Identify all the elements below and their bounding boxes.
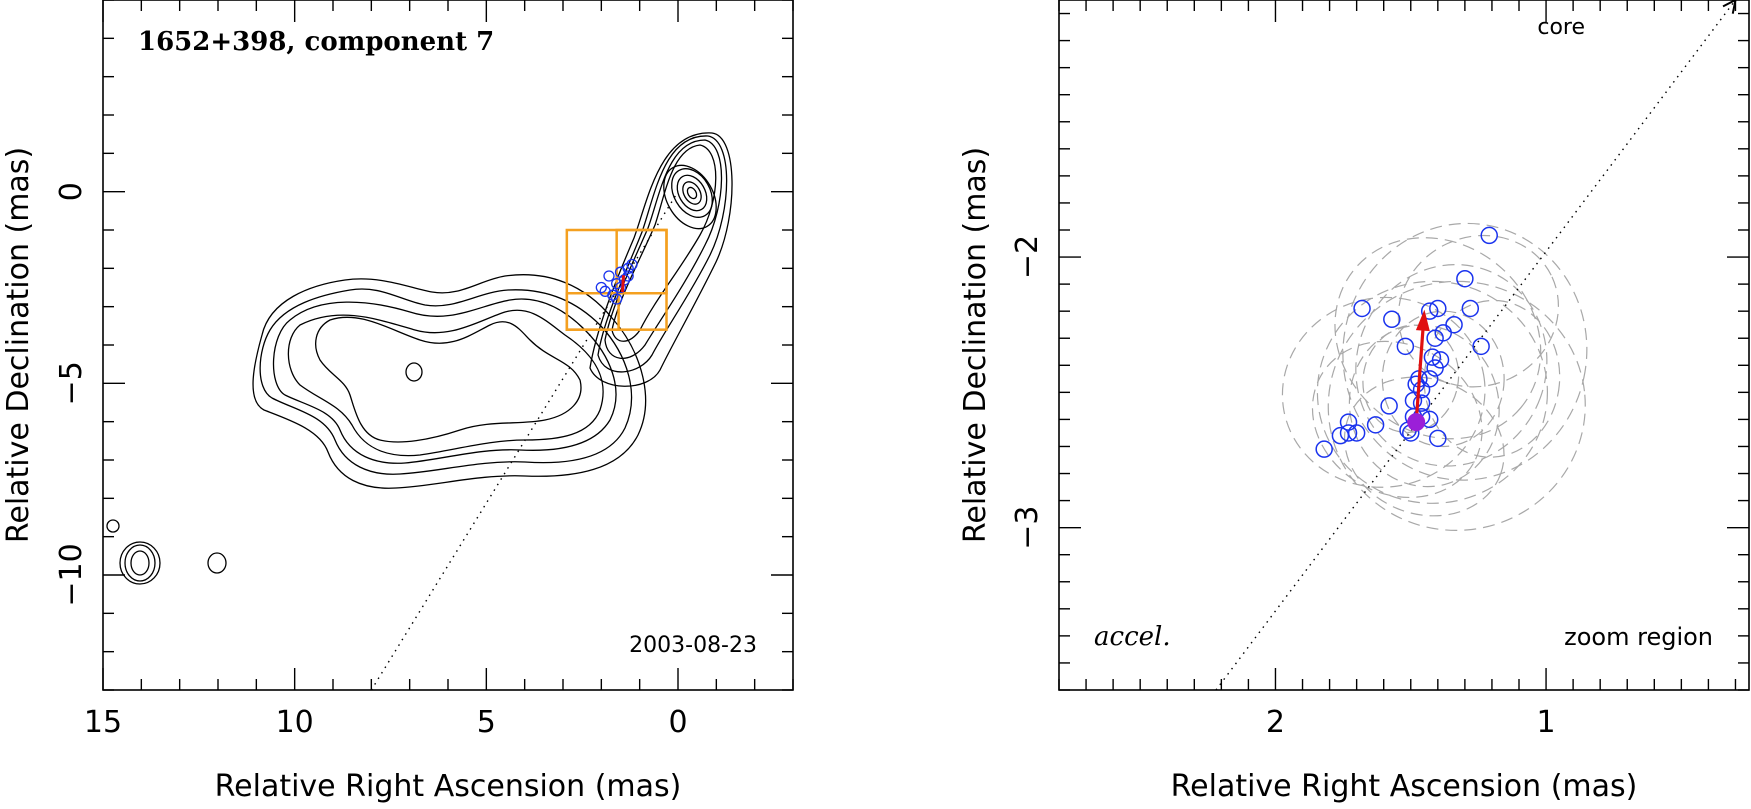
jet-contour: [611, 144, 717, 342]
x-tick-label: 10: [276, 705, 314, 740]
x-tick-label: 0: [668, 705, 687, 740]
beam-ellipse: [1316, 280, 1549, 504]
component-point: [607, 289, 619, 301]
zoom-region-label: zoom region: [1564, 623, 1713, 651]
component-point: [1456, 269, 1474, 288]
right-tick-labels: 2 1 −2 −3: [1010, 235, 1556, 740]
island-contour: [130, 550, 150, 576]
component-point: [1353, 299, 1371, 318]
core-contour: [686, 186, 698, 200]
left-axis-ticks: [102, 0, 794, 691]
component-point: [611, 293, 623, 305]
component-point: [1315, 440, 1333, 458]
island-contour: [124, 544, 156, 582]
core-direction-line: [370, 191, 679, 691]
right-y-axis-label: Relative Declination (mas): [958, 147, 993, 543]
right-panel: core accel. zoom region 2 1 −2 −3 Relative …: [958, 0, 1750, 804]
component-point: [1426, 359, 1444, 377]
y-tick-label: −2: [1010, 235, 1045, 279]
left-tick-labels: 15 10 5 0 0 −5 −10: [54, 182, 688, 740]
jet-contour: [287, 309, 604, 457]
beam-ellipse: [1281, 296, 1486, 488]
component-point: [1445, 315, 1463, 334]
component-point: [1339, 424, 1358, 442]
jet-contour: [604, 139, 723, 360]
component-point: [595, 281, 607, 294]
epoch-date: 2003-08-23: [629, 633, 757, 658]
accel-label: accel.: [1094, 622, 1171, 652]
source-title: 1652+398, component 7: [138, 27, 494, 57]
beam-ellipse: [1348, 324, 1500, 488]
x-tick-label: 1: [1537, 705, 1556, 740]
velocity-arrow: [1414, 323, 1426, 423]
jet-contours: [106, 132, 733, 585]
component-point: [1429, 299, 1447, 318]
left-x-axis-label: Relative Right Ascension (mas): [215, 769, 682, 804]
jet-contour: [597, 135, 728, 373]
beam-ellipse: [1327, 280, 1586, 531]
component-point: [626, 258, 638, 271]
beam-ellipse: [1334, 237, 1542, 440]
x-tick-label: 2: [1266, 705, 1285, 740]
x-tick-label: 15: [84, 705, 122, 740]
first-epoch-point: [1407, 413, 1426, 432]
island-contour: [119, 541, 161, 585]
y-tick-label: −10: [54, 543, 89, 606]
velocity-arrowhead: [1415, 309, 1430, 332]
beam-ellipse: [1397, 234, 1560, 388]
component-point: [1480, 226, 1498, 245]
beam-ellipses: [1281, 222, 1588, 531]
component-point: [1420, 302, 1439, 320]
core-contour: [682, 181, 702, 205]
y-tick-label: 0: [54, 182, 89, 201]
core-direction-line: [1215, 0, 1737, 691]
jet-contour: [259, 288, 633, 475]
x-tick-label: 5: [477, 705, 496, 740]
beam-ellipse: [1381, 310, 1505, 448]
jet-contour: [589, 132, 733, 387]
core-contour: [671, 168, 713, 218]
jet-contour: [315, 316, 582, 443]
component-point: [1366, 416, 1385, 434]
left-panel: 1652+398, component 7 2003-08-23 15 10 5 0 0…: [1, 0, 794, 804]
component-point: [1383, 310, 1401, 329]
jet-contour: [252, 274, 647, 489]
island-contour: [207, 552, 227, 574]
left-y-axis-label: Relative Declination (mas): [1, 147, 36, 543]
velocity-arrow: [620, 275, 626, 293]
component-point: [1423, 348, 1442, 366]
zoom-box: [615, 228, 668, 295]
jet-contour: [272, 298, 617, 464]
component-point: [1380, 397, 1398, 415]
zoom-box: [565, 292, 620, 331]
component-point: [1472, 337, 1490, 356]
core-arrowhead: [1722, 0, 1737, 14]
component-point: [1426, 329, 1444, 347]
component-point: [1347, 424, 1366, 442]
component-point: [1412, 394, 1431, 412]
island-contour: [106, 519, 120, 533]
y-tick-label: −3: [1010, 506, 1045, 550]
knot-contour: [405, 362, 423, 382]
core-contour: [663, 164, 717, 230]
y-tick-label: −5: [54, 361, 89, 405]
right-axis-ticks: [1058, 0, 1749, 691]
component-point: [1461, 299, 1480, 318]
core-contour: [676, 174, 708, 212]
right-overlay: [1215, 0, 1737, 691]
component-point: [603, 270, 615, 282]
left-overlay: [370, 191, 679, 691]
right-plot-frame: [1058, 0, 1750, 691]
beam-ellipse: [1423, 299, 1561, 458]
left-plot-frame: [102, 0, 794, 691]
beam-ellipse: [1342, 222, 1588, 481]
core-label: core: [1537, 15, 1585, 40]
component-point: [1396, 337, 1415, 356]
component-point: [622, 262, 634, 274]
component-point: [1429, 429, 1447, 448]
component-point: [614, 281, 627, 294]
right-x-axis-label: Relative Right Ascension (mas): [1171, 769, 1638, 804]
beam-ellipse: [1355, 263, 1548, 467]
